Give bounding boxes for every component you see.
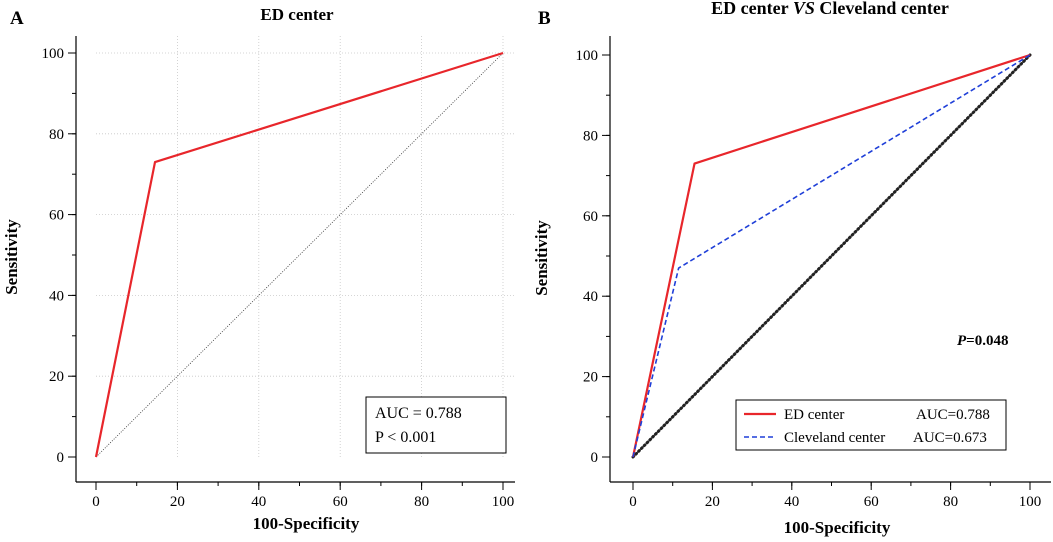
panel-b-plot: 0 20 40 60 80 100 0 20 40 60 80 100 <box>576 36 1051 510</box>
panel-a-x-tick-label: 0 <box>92 494 100 510</box>
legend-auc-cleveland-center: AUC=0.673 <box>913 430 987 446</box>
panel-a-legend-box <box>365 396 507 454</box>
panel-a-title: ED center <box>260 5 334 24</box>
panel-b-x-tick-label: 40 <box>784 494 799 510</box>
panel-b-series-cleveland-center <box>632 54 1031 458</box>
panel-a-y-tick-label: 40 <box>49 288 64 304</box>
panel-b-y-tick-label: 0 <box>591 450 599 466</box>
panel-b-y-tick-label: 100 <box>576 48 599 64</box>
panel-a-p-text: P < 0.001 <box>375 429 436 446</box>
panel-a-auc-text: AUC = 0.788 <box>375 405 462 422</box>
panel-a-plot: 0 20 40 60 80 100 0 20 40 60 80 100 <box>42 36 515 510</box>
panel-a-x-tick-label: 40 <box>251 494 266 510</box>
panel-b-title: ED center VS Cleveland center <box>711 0 949 18</box>
panel-b-y-tick-label: 20 <box>583 370 598 386</box>
legend-label-cleveland-center: Cleveland center <box>784 430 885 446</box>
panel-a-legend: AUC = 0.788 P < 0.001 <box>365 396 507 454</box>
panel-b-xlabel: 100-Specificity <box>784 518 891 537</box>
panel-b-x-tick-label: 20 <box>705 494 720 510</box>
panel-b-series-reference-line <box>631 53 1032 459</box>
panel-a-xlabel: 100-Specificity <box>253 514 360 533</box>
panel-a-series-reference-line <box>95 52 504 458</box>
panel-b-x-tick-label: 100 <box>1019 494 1042 510</box>
panel-b-label: B <box>538 8 551 29</box>
panel-b: B ED center VS Cleveland center 0 20 40 60 8… <box>532 0 1051 537</box>
panel-b-legend: ED center AUC=0.788 Cleveland center AUC… <box>735 399 1007 451</box>
legend-auc-ed-center: AUC=0.788 <box>916 407 990 423</box>
panel-b-y-tick-label: 60 <box>583 209 598 225</box>
panel-a: A ED center 0 20 40 60 80 100 0 20 40 60 80 100 100… <box>2 5 515 533</box>
panel-a-label: A <box>10 8 24 29</box>
panel-a-x-tick-label: 20 <box>170 494 185 510</box>
panel-b-x-tick-label: 80 <box>943 494 958 510</box>
panel-b-ylabel: Sensitivity <box>532 220 551 296</box>
panel-a-y-tick-label: 20 <box>49 369 64 385</box>
panel-a-series-ed-center <box>94 51 504 458</box>
legend-label-ed-center: ED center <box>784 407 844 423</box>
panel-a-y-tick-label: 0 <box>57 450 65 466</box>
panel-a-y-tick-label: 80 <box>49 127 64 143</box>
panel-b-legend-box <box>735 399 1007 451</box>
panel-a-y-tick-label: 60 <box>49 208 64 224</box>
p-value-annotation: P=0.048 <box>957 333 1008 349</box>
panel-b-x-tick-label: 60 <box>864 494 879 510</box>
panel-a-x-tick-label: 80 <box>414 494 429 510</box>
panel-b-x-tick-label: 0 <box>629 494 637 510</box>
panel-a-x-tick-label: 100 <box>492 494 515 510</box>
panel-b-y-tick-label: 80 <box>583 128 598 144</box>
panel-a-y-tick-label: 100 <box>42 46 65 62</box>
panel-b-series-ed-center <box>631 53 1031 458</box>
panel-a-ylabel: Sensitivity <box>2 219 21 295</box>
panel-a-x-tick-label: 60 <box>333 494 348 510</box>
panel-b-y-tick-label: 40 <box>583 289 598 305</box>
